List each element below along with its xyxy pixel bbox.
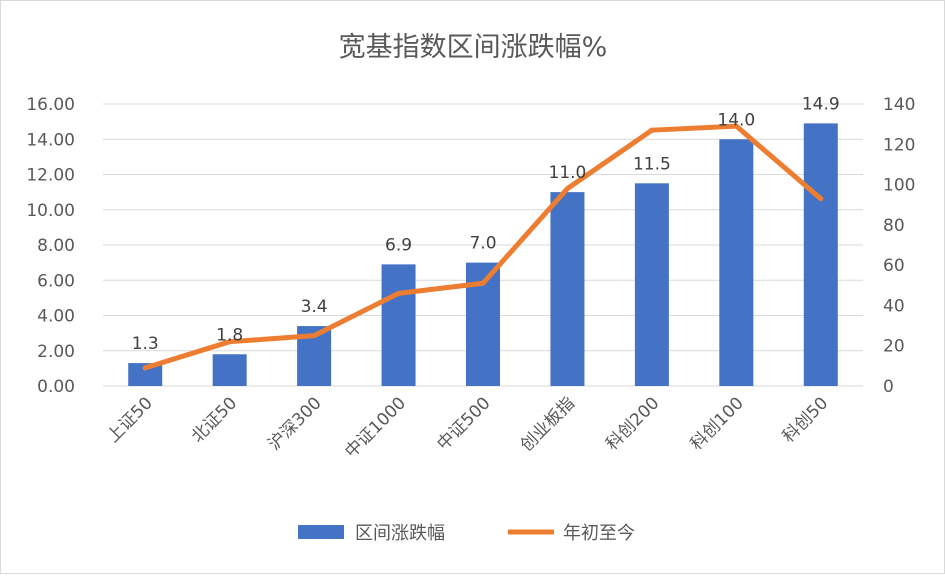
y-right-tick-label: 80 bbox=[883, 216, 905, 236]
bar-data-label: 7.0 bbox=[469, 234, 496, 254]
y-left-tick-label: 8.00 bbox=[37, 236, 75, 256]
line-point bbox=[564, 186, 570, 192]
y-right-tick-label: 60 bbox=[883, 256, 905, 276]
line-point bbox=[311, 333, 317, 339]
y-right-tick-label: 140 bbox=[883, 95, 915, 115]
y-right-tick-label: 20 bbox=[883, 337, 905, 357]
y-axis-left: 0.00 2.00 4.00 6.00 8.00 10.00 12.00 14.00 16.00 bbox=[26, 95, 75, 397]
y-right-tick-label: 100 bbox=[883, 176, 915, 196]
bar-data-label: 14.9 bbox=[802, 94, 840, 114]
y-left-tick-label: 2.00 bbox=[37, 342, 75, 362]
y-right-tick-label: 40 bbox=[883, 296, 905, 316]
bar-data-label: 14.0 bbox=[717, 110, 755, 130]
bar bbox=[719, 139, 754, 386]
bar-series bbox=[128, 123, 838, 386]
line-point bbox=[396, 290, 402, 296]
y-axis-right: 0 20 40 60 80 100 120 140 bbox=[883, 95, 915, 397]
x-category-label: 中证500 bbox=[433, 393, 494, 454]
chart-title: 宽基指数区间涨跌幅% bbox=[339, 32, 608, 63]
bar-data-label: 6.9 bbox=[385, 235, 412, 255]
line-point bbox=[480, 280, 486, 286]
bar bbox=[634, 183, 669, 386]
line-point bbox=[227, 339, 233, 345]
line-point bbox=[818, 196, 824, 202]
x-category-label: 科创200 bbox=[602, 393, 663, 454]
bar bbox=[803, 123, 838, 386]
line-point bbox=[142, 365, 148, 371]
x-category-label: 创业板指 bbox=[517, 393, 579, 455]
line-point bbox=[649, 127, 655, 133]
bar-data-label: 11.5 bbox=[633, 154, 671, 174]
legend-swatch-bar bbox=[298, 525, 344, 539]
line-point bbox=[733, 123, 739, 129]
y-left-tick-label: 10.00 bbox=[26, 201, 75, 221]
bar-data-label: 3.4 bbox=[301, 297, 328, 317]
y-left-tick-label: 6.00 bbox=[37, 271, 75, 291]
bar-data-label: 1.3 bbox=[132, 334, 159, 354]
x-axis-categories: 上证50 北证50 沪深300 中证1000 中证500 创业板指 科创200 科创100 科创… bbox=[103, 393, 832, 462]
legend-label-line: 年初至今 bbox=[563, 523, 635, 544]
y-left-tick-label: 4.00 bbox=[37, 307, 75, 327]
y-left-tick-label: 0.00 bbox=[37, 377, 75, 397]
legend-label-bar: 区间涨跌幅 bbox=[355, 523, 445, 544]
x-category-label: 中证1000 bbox=[341, 393, 410, 462]
x-category-label: 科创100 bbox=[687, 393, 748, 454]
bar bbox=[212, 354, 247, 386]
legend: 区间涨跌幅 年初至今 bbox=[298, 523, 635, 544]
bar bbox=[550, 192, 585, 386]
x-category-label: 科创50 bbox=[779, 393, 832, 446]
line-series bbox=[142, 123, 824, 371]
bar bbox=[381, 264, 416, 386]
x-category-label: 北证50 bbox=[188, 393, 241, 446]
bar-data-label: 1.8 bbox=[216, 325, 243, 345]
x-category-label: 沪深300 bbox=[265, 393, 326, 454]
y-right-tick-label: 0 bbox=[883, 377, 894, 397]
y-right-tick-label: 120 bbox=[883, 135, 915, 155]
y-left-tick-label: 12.00 bbox=[26, 166, 75, 186]
y-left-tick-label: 14.00 bbox=[26, 130, 75, 150]
y-left-tick-label: 16.00 bbox=[26, 95, 75, 115]
bar bbox=[128, 363, 163, 386]
x-category-label: 上证50 bbox=[103, 393, 156, 446]
data-labels: 1.3 1.8 3.4 6.9 7.0 11.0 11.5 14.0 14.9 bbox=[132, 94, 840, 354]
bar-data-label: 11.0 bbox=[549, 163, 587, 183]
